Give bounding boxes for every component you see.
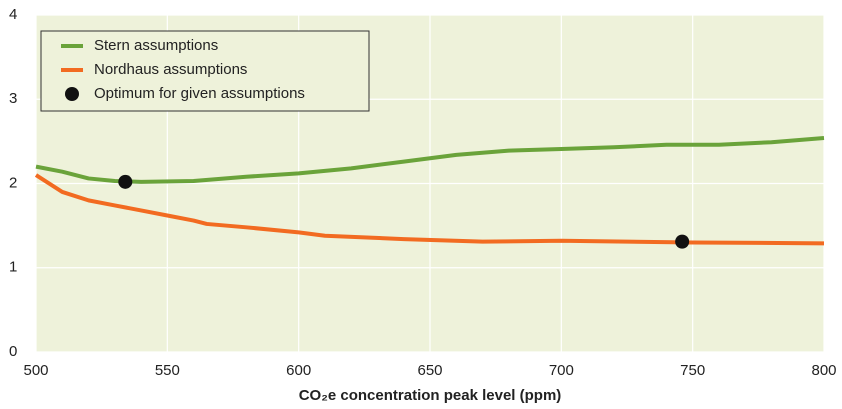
legend-label: Nordhaus assumptions xyxy=(94,61,247,78)
x-tick-label: 500 xyxy=(23,362,48,379)
x-axis-label: CO₂e concentration peak level (ppm) xyxy=(299,387,562,404)
y-tick-label: 0 xyxy=(9,343,17,360)
x-tick-label: 800 xyxy=(811,362,836,379)
x-tick-label: 750 xyxy=(680,362,705,379)
x-tick-label: 650 xyxy=(417,362,442,379)
series-line xyxy=(34,173,825,246)
x-tick-label: 600 xyxy=(286,362,311,379)
optimum-point xyxy=(118,174,133,189)
legend-box xyxy=(40,30,370,112)
x-tick-label: 700 xyxy=(549,362,574,379)
y-tick-label: 1 xyxy=(9,259,17,276)
x-tick-label: 550 xyxy=(155,362,180,379)
legend-label: Optimum for given assumptions xyxy=(94,85,305,102)
legend-swatch xyxy=(65,87,79,101)
series-line xyxy=(35,136,825,184)
y-tick-label: 3 xyxy=(9,90,17,107)
y-tick-label: 4 xyxy=(9,6,17,23)
optimum-point xyxy=(675,234,690,249)
y-tick-label: 2 xyxy=(9,174,17,191)
legend-label: Stern assumptions xyxy=(94,37,218,54)
